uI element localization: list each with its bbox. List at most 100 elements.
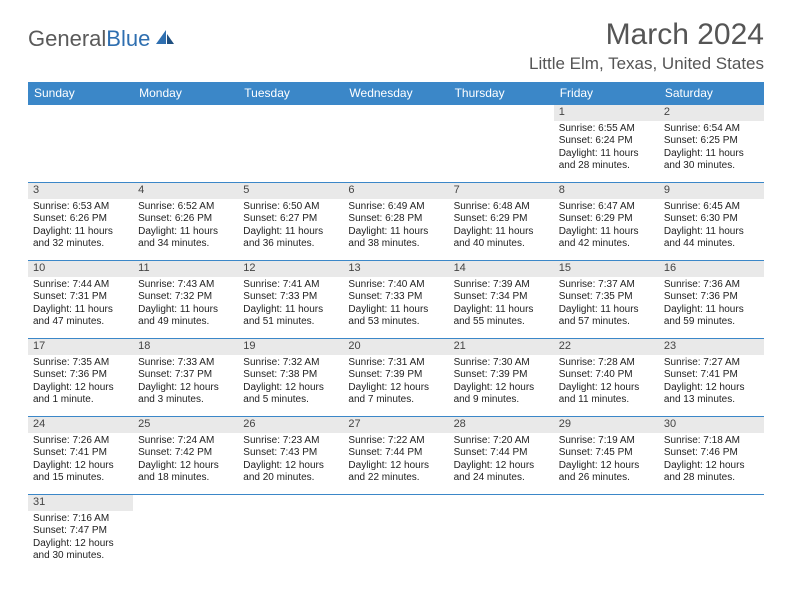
day-body: Sunrise: 7:36 AMSunset: 7:36 PMDaylight:…: [659, 277, 764, 332]
calendar-row: 17Sunrise: 7:35 AMSunset: 7:36 PMDayligh…: [28, 339, 764, 417]
daylight-line: Daylight: 12 hours and 24 minutes.: [454, 460, 549, 485]
day-cell: 24Sunrise: 7:26 AMSunset: 7:41 PMDayligh…: [28, 417, 133, 495]
title-block: March 2024 Little Elm, Texas, United Sta…: [529, 18, 764, 74]
sunset-line: Sunset: 7:44 PM: [454, 447, 549, 460]
sunset-line: Sunset: 6:29 PM: [559, 213, 654, 226]
sunset-line: Sunset: 7:32 PM: [138, 291, 233, 304]
day-number: 19: [238, 339, 343, 355]
sunset-line: Sunset: 7:43 PM: [243, 447, 338, 460]
sunrise-line: Sunrise: 7:41 AM: [243, 279, 338, 292]
daylight-line: Daylight: 12 hours and 7 minutes.: [348, 382, 443, 407]
day-body: Sunrise: 6:47 AMSunset: 6:29 PMDaylight:…: [554, 199, 659, 254]
daylight-line: Daylight: 12 hours and 26 minutes.: [559, 460, 654, 485]
sail-icon: [154, 26, 176, 52]
sunrise-line: Sunrise: 7:24 AM: [138, 435, 233, 448]
empty-cell: [28, 105, 133, 183]
daylight-line: Daylight: 12 hours and 11 minutes.: [559, 382, 654, 407]
day-body: Sunrise: 7:20 AMSunset: 7:44 PMDaylight:…: [449, 433, 554, 488]
daylight-line: Daylight: 11 hours and 32 minutes.: [33, 226, 128, 251]
day-cell: 8Sunrise: 6:47 AMSunset: 6:29 PMDaylight…: [554, 183, 659, 261]
sunset-line: Sunset: 7:33 PM: [243, 291, 338, 304]
day-body: Sunrise: 6:49 AMSunset: 6:28 PMDaylight:…: [343, 199, 448, 254]
calendar-row: 3Sunrise: 6:53 AMSunset: 6:26 PMDaylight…: [28, 183, 764, 261]
sunrise-line: Sunrise: 7:28 AM: [559, 357, 654, 370]
day-number: 26: [238, 417, 343, 433]
day-body: Sunrise: 7:28 AMSunset: 7:40 PMDaylight:…: [554, 355, 659, 410]
sunrise-line: Sunrise: 6:49 AM: [348, 201, 443, 214]
day-cell: 25Sunrise: 7:24 AMSunset: 7:42 PMDayligh…: [133, 417, 238, 495]
sunset-line: Sunset: 7:31 PM: [33, 291, 128, 304]
daylight-line: Daylight: 11 hours and 44 minutes.: [664, 226, 759, 251]
day-number: 9: [659, 183, 764, 199]
day-number: 13: [343, 261, 448, 277]
sunset-line: Sunset: 7:47 PM: [33, 525, 128, 538]
sunset-line: Sunset: 7:35 PM: [559, 291, 654, 304]
daylight-line: Daylight: 12 hours and 28 minutes.: [664, 460, 759, 485]
day-cell: 27Sunrise: 7:22 AMSunset: 7:44 PMDayligh…: [343, 417, 448, 495]
daylight-line: Daylight: 12 hours and 9 minutes.: [454, 382, 549, 407]
day-body: Sunrise: 7:43 AMSunset: 7:32 PMDaylight:…: [133, 277, 238, 332]
day-number: 3: [28, 183, 133, 199]
day-body: Sunrise: 6:54 AMSunset: 6:25 PMDaylight:…: [659, 121, 764, 176]
calendar-header: SundayMondayTuesdayWednesdayThursdayFrid…: [28, 82, 764, 105]
sunrise-line: Sunrise: 7:26 AM: [33, 435, 128, 448]
day-number: 5: [238, 183, 343, 199]
day-body: Sunrise: 6:45 AMSunset: 6:30 PMDaylight:…: [659, 199, 764, 254]
day-cell: 4Sunrise: 6:52 AMSunset: 6:26 PMDaylight…: [133, 183, 238, 261]
daylight-line: Daylight: 11 hours and 53 minutes.: [348, 304, 443, 329]
daylight-line: Daylight: 11 hours and 59 minutes.: [664, 304, 759, 329]
sunset-line: Sunset: 6:25 PM: [664, 135, 759, 148]
day-cell: 10Sunrise: 7:44 AMSunset: 7:31 PMDayligh…: [28, 261, 133, 339]
sunrise-line: Sunrise: 7:44 AM: [33, 279, 128, 292]
day-body: Sunrise: 7:33 AMSunset: 7:37 PMDaylight:…: [133, 355, 238, 410]
sunrise-line: Sunrise: 7:37 AM: [559, 279, 654, 292]
day-body: Sunrise: 7:37 AMSunset: 7:35 PMDaylight:…: [554, 277, 659, 332]
sunrise-line: Sunrise: 7:22 AM: [348, 435, 443, 448]
day-body: Sunrise: 7:35 AMSunset: 7:36 PMDaylight:…: [28, 355, 133, 410]
empty-cell: [238, 105, 343, 183]
day-cell: 21Sunrise: 7:30 AMSunset: 7:39 PMDayligh…: [449, 339, 554, 417]
daylight-line: Daylight: 12 hours and 1 minute.: [33, 382, 128, 407]
sunrise-line: Sunrise: 6:47 AM: [559, 201, 654, 214]
sunset-line: Sunset: 6:29 PM: [454, 213, 549, 226]
sunrise-line: Sunrise: 7:40 AM: [348, 279, 443, 292]
daylight-line: Daylight: 12 hours and 18 minutes.: [138, 460, 233, 485]
daylight-line: Daylight: 11 hours and 57 minutes.: [559, 304, 654, 329]
day-number: 18: [133, 339, 238, 355]
day-number: 17: [28, 339, 133, 355]
sunset-line: Sunset: 7:36 PM: [33, 369, 128, 382]
sunrise-line: Sunrise: 7:33 AM: [138, 357, 233, 370]
daylight-line: Daylight: 12 hours and 15 minutes.: [33, 460, 128, 485]
day-number: 6: [343, 183, 448, 199]
day-cell: 29Sunrise: 7:19 AMSunset: 7:45 PMDayligh…: [554, 417, 659, 495]
day-body: Sunrise: 7:19 AMSunset: 7:45 PMDaylight:…: [554, 433, 659, 488]
day-body: Sunrise: 7:22 AMSunset: 7:44 PMDaylight:…: [343, 433, 448, 488]
calendar-row: 24Sunrise: 7:26 AMSunset: 7:41 PMDayligh…: [28, 417, 764, 495]
sunset-line: Sunset: 6:26 PM: [33, 213, 128, 226]
sunrise-line: Sunrise: 6:48 AM: [454, 201, 549, 214]
sunset-line: Sunset: 7:39 PM: [348, 369, 443, 382]
weekday-header: Thursday: [449, 82, 554, 105]
day-number: 29: [554, 417, 659, 433]
sunset-line: Sunset: 7:40 PM: [559, 369, 654, 382]
day-body: Sunrise: 6:48 AMSunset: 6:29 PMDaylight:…: [449, 199, 554, 254]
daylight-line: Daylight: 11 hours and 36 minutes.: [243, 226, 338, 251]
sunset-line: Sunset: 7:44 PM: [348, 447, 443, 460]
weekday-header: Sunday: [28, 82, 133, 105]
day-number: 31: [28, 495, 133, 511]
brand-logo: GeneralBlue: [28, 26, 176, 52]
daylight-line: Daylight: 12 hours and 22 minutes.: [348, 460, 443, 485]
empty-cell: [343, 105, 448, 183]
daylight-line: Daylight: 11 hours and 51 minutes.: [243, 304, 338, 329]
daylight-line: Daylight: 11 hours and 47 minutes.: [33, 304, 128, 329]
sunset-line: Sunset: 7:41 PM: [33, 447, 128, 460]
weekday-header: Wednesday: [343, 82, 448, 105]
sunrise-line: Sunrise: 7:27 AM: [664, 357, 759, 370]
sunrise-line: Sunrise: 6:45 AM: [664, 201, 759, 214]
sunset-line: Sunset: 6:24 PM: [559, 135, 654, 148]
day-cell: 13Sunrise: 7:40 AMSunset: 7:33 PMDayligh…: [343, 261, 448, 339]
brand-part2: Blue: [106, 26, 150, 52]
sunrise-line: Sunrise: 7:30 AM: [454, 357, 549, 370]
day-body: Sunrise: 7:40 AMSunset: 7:33 PMDaylight:…: [343, 277, 448, 332]
day-cell: 30Sunrise: 7:18 AMSunset: 7:46 PMDayligh…: [659, 417, 764, 495]
